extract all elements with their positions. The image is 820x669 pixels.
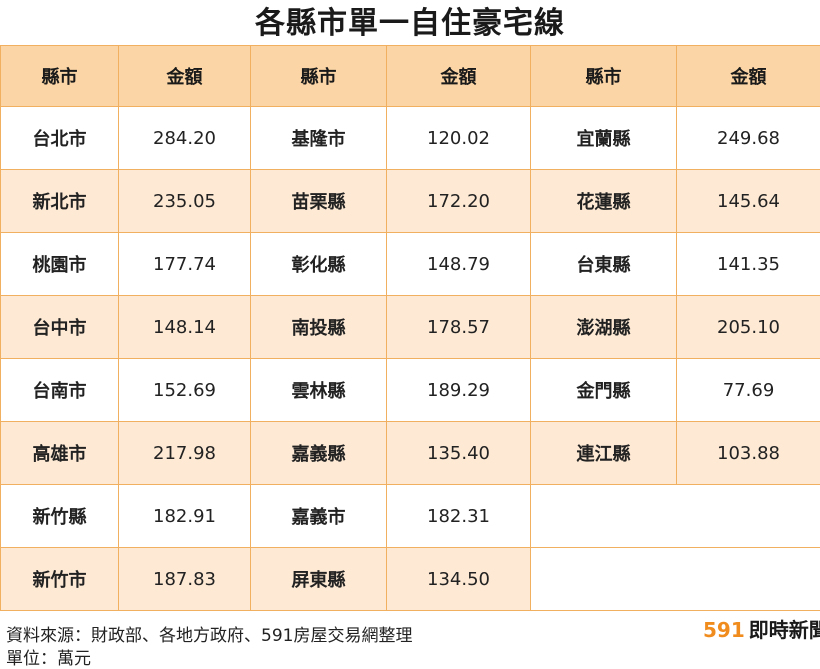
county-name-cell: 雲林縣 bbox=[251, 359, 387, 422]
unit-note: 單位：萬元 bbox=[6, 644, 91, 669]
amount-cell: 172.20 bbox=[387, 170, 531, 233]
column-header: 縣市 bbox=[251, 46, 387, 107]
county-name-cell: 彰化縣 bbox=[251, 233, 387, 296]
county-name-cell: 台北市 bbox=[1, 107, 119, 170]
county-name-cell: 金門縣 bbox=[531, 359, 677, 422]
amount-cell: 235.05 bbox=[119, 170, 251, 233]
amount-cell: 205.10 bbox=[677, 296, 820, 359]
amount-cell: 120.02 bbox=[387, 107, 531, 170]
county-name-cell: 南投縣 bbox=[251, 296, 387, 359]
amount-cell: 141.35 bbox=[677, 233, 820, 296]
county-name-cell: 新竹縣 bbox=[1, 485, 119, 548]
amount-cell: 217.98 bbox=[119, 422, 251, 485]
county-name-cell: 台中市 bbox=[1, 296, 119, 359]
column-header: 金額 bbox=[677, 46, 820, 107]
county-name-cell: 連江縣 bbox=[531, 422, 677, 485]
amount-cell: 134.50 bbox=[387, 548, 531, 611]
amount-cell: 148.79 bbox=[387, 233, 531, 296]
table-header-row: 縣市 金額 縣市 金額 縣市 金額 bbox=[1, 46, 820, 107]
column-header: 縣市 bbox=[1, 46, 119, 107]
column-header: 金額 bbox=[119, 46, 251, 107]
county-name-cell: 苗栗縣 bbox=[251, 170, 387, 233]
county-name-cell: 嘉義縣 bbox=[251, 422, 387, 485]
amount-cell: 182.91 bbox=[119, 485, 251, 548]
amount-cell: 284.20 bbox=[119, 107, 251, 170]
amount-cell: 145.64 bbox=[677, 170, 820, 233]
county-name-cell: 屏東縣 bbox=[251, 548, 387, 611]
empty-cell bbox=[531, 548, 820, 611]
brand-number: 591 bbox=[703, 618, 745, 642]
county-name-cell: 高雄市 bbox=[1, 422, 119, 485]
amount-cell: 148.14 bbox=[119, 296, 251, 359]
county-name-cell: 宜蘭縣 bbox=[531, 107, 677, 170]
county-name-cell: 花蓮縣 bbox=[531, 170, 677, 233]
amount-cell: 152.69 bbox=[119, 359, 251, 422]
amount-cell: 135.40 bbox=[387, 422, 531, 485]
county-name-cell: 基隆市 bbox=[251, 107, 387, 170]
empty-cell bbox=[531, 485, 820, 548]
amount-cell: 189.29 bbox=[387, 359, 531, 422]
column-header: 金額 bbox=[387, 46, 531, 107]
amount-cell: 187.83 bbox=[119, 548, 251, 611]
county-name-cell: 嘉義市 bbox=[251, 485, 387, 548]
county-name-cell: 台南市 bbox=[1, 359, 119, 422]
county-name-cell: 新北市 bbox=[1, 170, 119, 233]
county-name-cell: 桃園市 bbox=[1, 233, 119, 296]
county-name-cell: 新竹市 bbox=[1, 548, 119, 611]
amount-cell: 182.31 bbox=[387, 485, 531, 548]
amount-cell: 178.57 bbox=[387, 296, 531, 359]
amount-cell: 177.74 bbox=[119, 233, 251, 296]
brand-text: 即時新聞 bbox=[749, 618, 820, 642]
page-title: 各縣市單一自住豪宅線 bbox=[0, 4, 820, 44]
amount-cell: 77.69 bbox=[677, 359, 820, 422]
column-header: 縣市 bbox=[531, 46, 677, 107]
county-name-cell: 台東縣 bbox=[531, 233, 677, 296]
amount-cell: 249.68 bbox=[677, 107, 820, 170]
county-name-cell: 澎湖縣 bbox=[531, 296, 677, 359]
amount-cell: 103.88 bbox=[677, 422, 820, 485]
source-note: 資料來源：財政部、各地方政府、591房屋交易網整理 bbox=[6, 621, 412, 646]
